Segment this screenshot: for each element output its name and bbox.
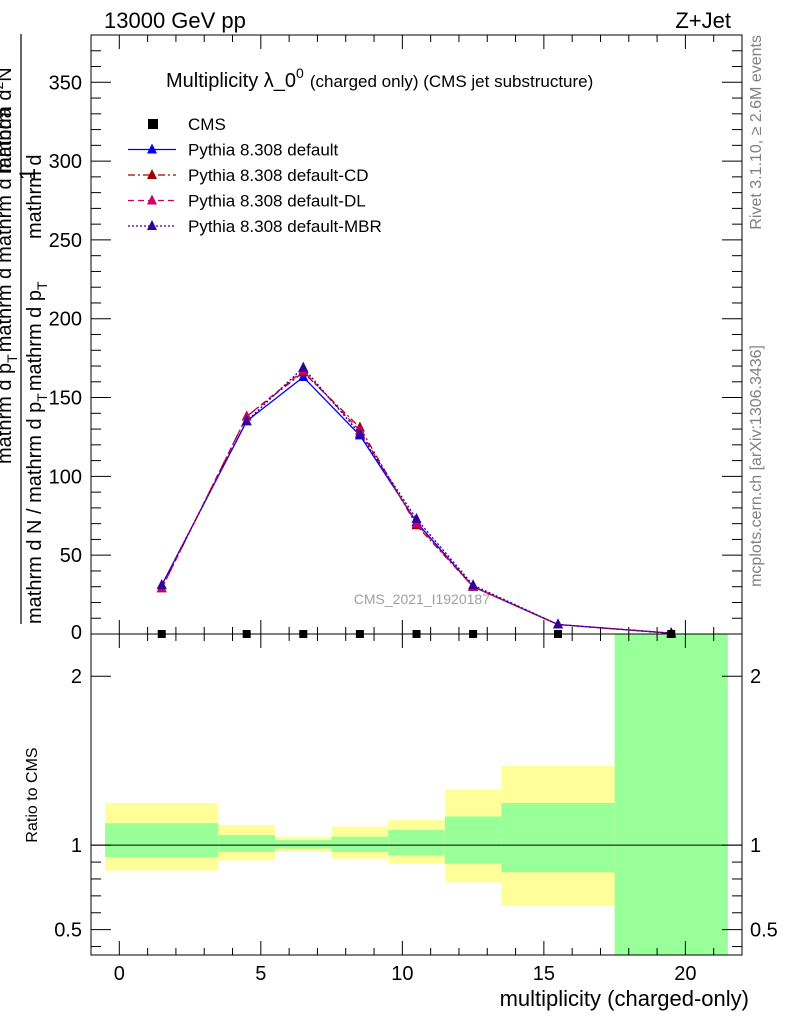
legend-marker-3 — [147, 194, 157, 205]
series-point-4-0 — [156, 579, 167, 590]
cms-point-7 — [667, 630, 676, 638]
legend-label-1: Pythia 8.308 default — [188, 141, 339, 160]
header-right: Z+Jet — [675, 8, 731, 33]
y-tick-label-50: 50 — [60, 545, 82, 567]
series-point-4-4 — [411, 512, 422, 523]
band-green-7 — [614, 634, 728, 955]
plot-title-sup: 0 — [296, 65, 304, 81]
ratio-tick-label-right-2: 2 — [750, 666, 761, 688]
cms-point-1 — [242, 630, 251, 638]
ratio-ylabel: Ratio to CMS — [24, 747, 41, 842]
x-tick-label-10: 10 — [391, 963, 413, 985]
legend-label-3: Pythia 8.308 default-DL — [188, 192, 366, 211]
y-tick-label-300: 300 — [49, 151, 82, 173]
x-tick-label-5: 5 — [255, 963, 266, 985]
legend-marker-2 — [147, 169, 157, 179]
series-point-4-5 — [468, 579, 479, 590]
plot-title-suffix: (charged only) (CMS jet substructure) — [310, 72, 593, 91]
series-point-4-6 — [553, 618, 564, 629]
legend-marker-0 — [148, 119, 158, 129]
y-tick-label-200: 200 — [49, 309, 82, 331]
y-tick-label-0: 0 — [71, 622, 82, 644]
band-green-5 — [444, 816, 502, 864]
cms-point-0 — [157, 630, 166, 638]
ratio-tick-label-left-0: 0.5 — [54, 920, 82, 942]
y-tick-label-100: 100 — [49, 466, 82, 488]
series-line-4 — [161, 366, 672, 634]
axis-ticks — [90, 34, 743, 955]
y-tick-label-250: 250 — [49, 230, 82, 252]
ylabel-denominator: mathrm d N / mathrm d pTmathrm d pT — [24, 281, 50, 624]
watermark: CMS_2021_I1920187 — [354, 591, 490, 607]
band-green-6 — [501, 802, 615, 873]
band-green-3 — [331, 836, 389, 852]
legend-marker-4 — [147, 220, 157, 230]
xlabel: multiplicity (charged-only) — [500, 986, 749, 1011]
cms-point-4 — [412, 630, 421, 638]
legend-marker-1 — [147, 143, 157, 154]
y-tick-label-150: 150 — [49, 388, 82, 410]
ylabel-denominator-b: mathrm d — [24, 155, 46, 239]
ratio-tick-label-right-0: 0.5 — [750, 920, 778, 942]
x-tick-label-20: 20 — [674, 963, 696, 985]
cms-point-5 — [469, 630, 478, 638]
rivet-side-text: Rivet 3.1.10, ≥ 2.6M events — [748, 35, 765, 230]
series-point-4-3 — [354, 427, 365, 438]
legend-label-2: Pythia 8.308 default-CD — [188, 166, 369, 185]
legend-label-4: Pythia 8.308 default-MBR — [188, 217, 382, 236]
plot-title-main: Multiplicity λ_0 — [166, 70, 296, 92]
band-green-2 — [274, 840, 332, 849]
cms-point-2 — [299, 630, 308, 638]
header-left: 13000 GeV pp — [104, 8, 246, 33]
main-ylabel: 1 mathrm d mathrm d N / mathrm d pTmathr… — [0, 34, 50, 624]
cms-markers — [157, 630, 676, 638]
ratio-tick-label-left-2: 2 — [71, 666, 82, 688]
series-point-4-2 — [298, 361, 309, 372]
plot-title: Multiplicity λ_00 (charged only) (CMS jet… — [166, 65, 593, 92]
x-tick-label-15: 15 — [533, 963, 555, 985]
legend-label-0: CMS — [188, 115, 226, 134]
ratio-bands — [105, 634, 728, 955]
cms-point-6 — [554, 630, 563, 638]
cms-point-3 — [355, 630, 364, 638]
band-green-0 — [105, 823, 219, 858]
legend: CMS Pythia 8.308 default Pythia 8.308 defa… — [128, 115, 382, 236]
series-point-4-1 — [241, 415, 252, 426]
y-tick-label-350: 350 — [49, 72, 82, 94]
ratio-tick-label-right-1: 1 — [750, 835, 761, 857]
band-green-4 — [388, 829, 445, 856]
x-tick-label-0: 0 — [114, 963, 125, 985]
band-green-1 — [218, 835, 275, 852]
mcplots-side-text: mcplots.cern.ch [arXiv:1306.3436] — [748, 345, 765, 587]
axis-tick-labels: 0 5 10 15 20 50 100 150 200 250 300 350 0 0.5 0.5 1 1 2 2 — [49, 72, 778, 985]
ylabel-numerator-top: mathrm d2N — [0, 67, 16, 174]
ratio-tick-label-left-1: 1 — [71, 835, 82, 857]
